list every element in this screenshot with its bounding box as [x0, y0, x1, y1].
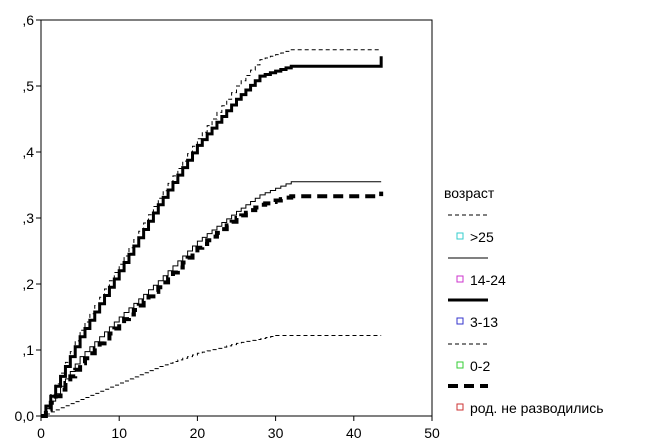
- series-line-4: [41, 191, 384, 418]
- y-tick-label: ,3: [22, 210, 34, 226]
- legend-marker-2: [456, 317, 464, 325]
- series-line-1: [41, 181, 382, 417]
- legend-label-3: 0-2: [470, 358, 490, 374]
- x-tick-label: 20: [190, 425, 206, 441]
- legend-label-4: род. не разводились: [470, 400, 604, 416]
- y-tick-label: ,2: [22, 276, 34, 292]
- x-tick-label: 10: [111, 425, 127, 441]
- y-tick-label: ,1: [22, 342, 34, 358]
- series-layer: [41, 49, 384, 418]
- series-line-3: [41, 334, 382, 417]
- x-tick-label: 0: [37, 425, 45, 441]
- legend-label-2: 3-13: [470, 314, 498, 330]
- x-axis: 0 10 20 30 40 50: [37, 416, 440, 441]
- y-axis: 0,0 ,1 ,2 ,3 ,4 ,5 ,6: [15, 12, 41, 424]
- legend: возраст >25 14-24 3-13 0-2 род. не разводили…: [444, 185, 604, 416]
- y-tick-label: ,6: [22, 12, 34, 28]
- legend-marker-4: [456, 403, 464, 411]
- y-tick-label: 0,0: [15, 408, 35, 424]
- x-tick-label: 30: [268, 425, 284, 441]
- legend-marker-0: [456, 232, 464, 240]
- series-line-0: [41, 49, 382, 417]
- x-tick-label: 50: [424, 425, 440, 441]
- legend-marker-1: [456, 275, 464, 283]
- y-tick-label: ,4: [22, 144, 34, 160]
- y-tick-label: ,5: [22, 78, 34, 94]
- legend-marker-3: [456, 361, 464, 369]
- legend-label-0: >25: [470, 229, 494, 245]
- legend-label-1: 14-24: [470, 272, 506, 288]
- x-tick-label: 40: [346, 425, 362, 441]
- legend-title: возраст: [444, 185, 495, 201]
- series-line-2: [41, 56, 383, 418]
